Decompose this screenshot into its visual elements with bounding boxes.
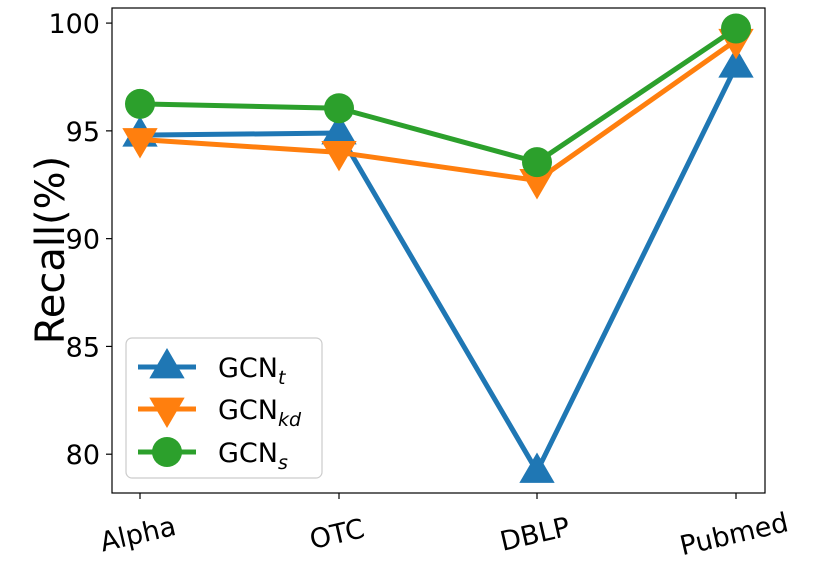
data-point-kd-dblp: [519, 169, 555, 200]
legend-label: GCNs: [218, 438, 288, 474]
series-gcn-s: [125, 13, 751, 178]
y-axis-ticks: 80 85 90 95 100: [48, 9, 112, 471]
legend-label: GCNt: [218, 353, 287, 389]
data-point-s-pubmed: [721, 13, 751, 44]
legend-marker: [152, 437, 182, 467]
data-point-s-dblp: [522, 147, 552, 178]
series-line: [139, 38, 738, 183]
series-line: [139, 26, 738, 165]
legend-marker: [149, 348, 185, 379]
x-axis-ticks: Alpha OTC DBLP Pubmed: [97, 493, 791, 562]
data-point-t-otc: [321, 114, 357, 145]
x-tick-label: OTC: [307, 513, 368, 556]
data-point-kd-alpha: [122, 128, 158, 159]
y-tick-label: 100: [48, 9, 100, 40]
x-tick-label: Alpha: [97, 511, 179, 558]
data-point-kd-otc: [321, 141, 357, 172]
legend-item-t: GCNt: [138, 348, 287, 389]
data-point-t-pubmed: [718, 47, 754, 78]
series-gcn-kd: [122, 28, 754, 200]
y-tick-label: 85: [66, 332, 100, 363]
legend-marker: [149, 397, 185, 428]
y-tick-label: 80: [66, 440, 100, 471]
data-point-s-alpha: [125, 88, 155, 119]
y-tick-label: 95: [66, 117, 100, 148]
data-point-s-otc: [324, 93, 354, 124]
legend-item-s: GCNs: [138, 437, 288, 474]
series-layer: [122, 13, 754, 483]
plot-frame: [111, 7, 766, 494]
series-line: [139, 65, 739, 474]
y-axis-label: Recall(%): [28, 156, 74, 345]
x-tick-label: Pubmed: [677, 507, 791, 562]
x-tick-label: DBLP: [497, 512, 573, 558]
y-tick-label: 90: [66, 225, 100, 256]
data-point-t-dblp: [519, 452, 555, 483]
